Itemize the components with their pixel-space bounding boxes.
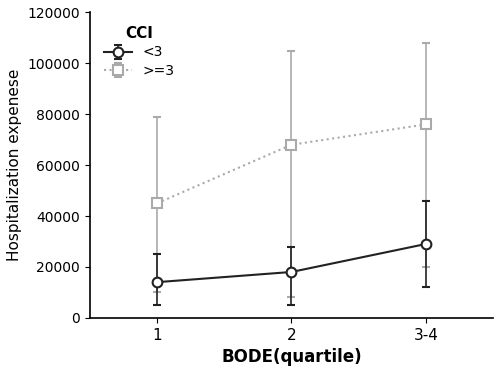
X-axis label: BODE(quartile): BODE(quartile): [221, 348, 362, 366]
Y-axis label: Hospitalization expenese: Hospitalization expenese: [7, 69, 22, 261]
Legend: <3, >=3: <3, >=3: [97, 19, 182, 85]
